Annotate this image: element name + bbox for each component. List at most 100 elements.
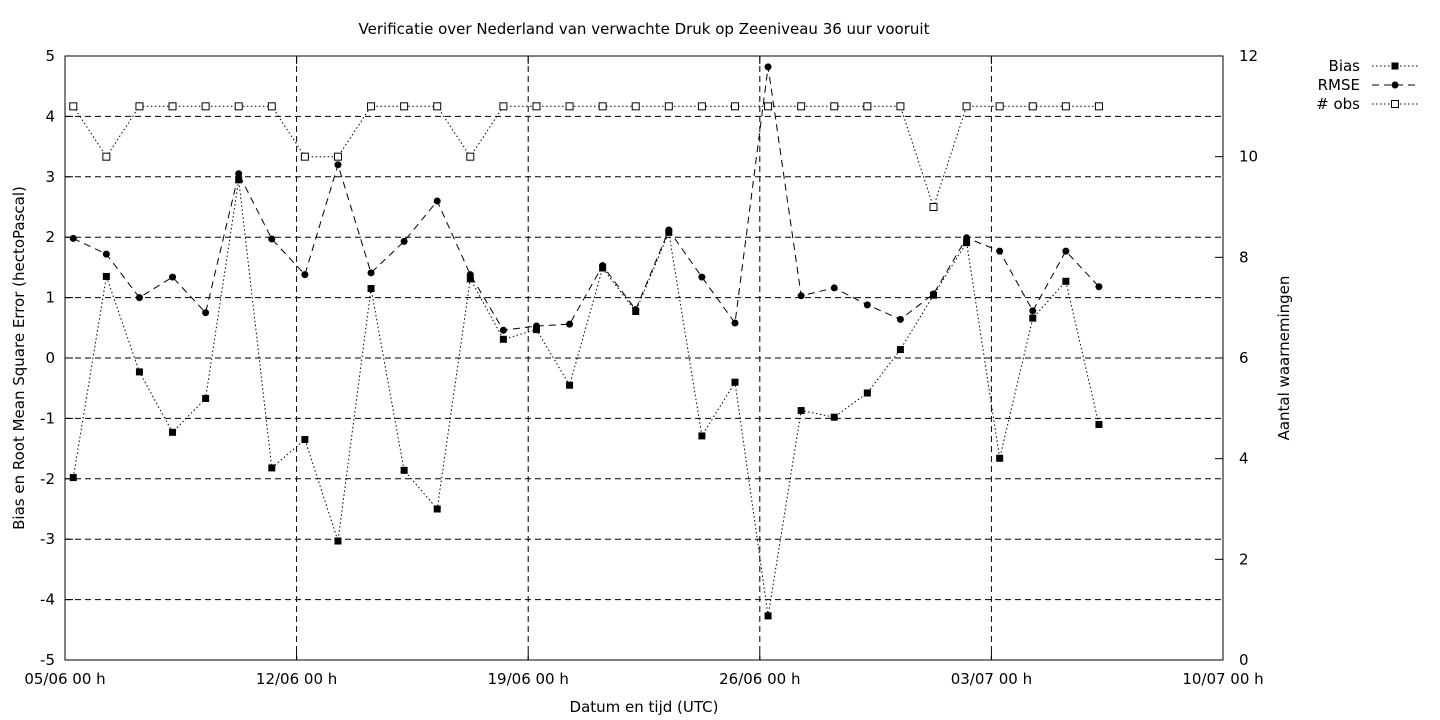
legend-label: Bias: [1329, 57, 1361, 75]
y-tick-label: -5: [40, 651, 55, 669]
rmse-point: [301, 271, 309, 279]
bias-point: [235, 176, 243, 184]
y-tick-label: 3: [45, 168, 55, 186]
y2-tick-label: 12: [1239, 47, 1258, 65]
bias-point: [69, 474, 77, 482]
rmse-point: [731, 319, 739, 327]
series-line-filled-square: [72, 179, 1100, 616]
x-tick-label: 10/07 00 h: [1182, 670, 1263, 688]
rmse-point: [698, 273, 706, 281]
bias-point: [764, 612, 772, 620]
rmse-point: [764, 63, 772, 71]
y-axis-label: Bias en Root Mean Square Error (hectoPas…: [10, 186, 28, 530]
obs-point: [201, 102, 210, 111]
obs-point: [400, 102, 409, 111]
x-tick-label: 26/06 00 h: [719, 670, 800, 688]
obs-point: [135, 102, 144, 111]
x-tick-label: 05/06 00 h: [24, 670, 105, 688]
obs-point: [730, 102, 739, 111]
y-tick-label: 5: [45, 47, 55, 65]
grid-lines: [65, 56, 1223, 660]
obs-point: [69, 102, 78, 111]
bias-point: [698, 432, 706, 440]
bias-point: [202, 394, 210, 402]
rmse-point: [367, 269, 375, 277]
bias-point: [863, 389, 871, 397]
y2-axis-label: Aantal waarnemingen: [1275, 276, 1293, 441]
bias-point: [1391, 62, 1399, 70]
obs-point: [929, 203, 938, 211]
bias-point: [896, 346, 904, 354]
y2-tick-label: 2: [1239, 550, 1249, 568]
bias-point: [1029, 314, 1037, 322]
y-tick-label: -3: [40, 530, 55, 548]
obs-point: [532, 102, 541, 111]
obs-point: [102, 152, 111, 161]
bias-point: [797, 407, 805, 415]
rmse-point: [797, 292, 805, 300]
rmse-point: [202, 309, 210, 317]
rmse-point: [1095, 283, 1103, 291]
x-axis-label: Datum en tijd (UTC): [570, 698, 719, 716]
rmse-point: [235, 170, 243, 178]
rmse-point: [930, 290, 937, 298]
obs-point: [697, 102, 706, 111]
bias-point: [400, 466, 408, 474]
rmse-point: [963, 234, 971, 242]
obs-point: [333, 152, 342, 161]
y-tick-label: -4: [40, 591, 55, 609]
rmse-point: [1391, 81, 1399, 89]
obs-point: [995, 102, 1004, 111]
bias-point: [466, 275, 474, 283]
bias-point: [268, 464, 276, 472]
obs-point: [433, 102, 442, 111]
y2-tick-label: 4: [1239, 450, 1249, 468]
bias-point: [1062, 277, 1070, 285]
obs-point: [499, 102, 508, 111]
obs-point: [168, 102, 177, 111]
bias-point: [367, 285, 375, 293]
rmse-point: [1029, 307, 1037, 315]
rmse-point: [268, 235, 276, 243]
y2-tick-label: 8: [1239, 248, 1249, 266]
obs-point: [367, 102, 376, 111]
x-tick-label: 19/06 00 h: [488, 670, 569, 688]
y-tick-label: 1: [45, 289, 55, 307]
series-line-filled-circle: [73, 66, 1100, 331]
y2-tick-label: 6: [1239, 349, 1249, 367]
bias-point: [102, 272, 110, 280]
rmse-point: [499, 326, 507, 334]
bias-point: [334, 537, 342, 545]
y2-tick-label: 10: [1239, 148, 1258, 166]
bias-point: [731, 378, 739, 386]
bias-point: [499, 335, 507, 343]
obs-point: [962, 102, 971, 111]
bias-point: [532, 326, 540, 334]
bias-point: [1095, 420, 1103, 428]
x-tick-label: 12/06 00 h: [256, 670, 337, 688]
obs-point: [664, 102, 673, 111]
rmse-point: [665, 226, 673, 234]
legend-label: # obs: [1316, 95, 1360, 113]
y-tick-label: -2: [40, 470, 55, 488]
obs-point: [863, 102, 872, 111]
rmse-point: [135, 294, 143, 302]
legend-label: RMSE: [1318, 76, 1360, 94]
y-tick-label: -1: [40, 409, 55, 427]
rmse-point: [863, 301, 871, 309]
series-line-open-square: [72, 105, 1099, 209]
obs-point: [631, 102, 640, 111]
rmse-point: [532, 322, 540, 330]
data-series: [69, 63, 1103, 620]
bias-point: [301, 436, 309, 444]
chart-title: Verificatie over Nederland van verwachte…: [359, 20, 930, 38]
rmse-point: [996, 247, 1004, 255]
bias-point: [169, 428, 177, 436]
rmse-point: [632, 306, 640, 314]
rmse-point: [69, 234, 77, 242]
bias-point: [566, 381, 574, 389]
y-tick-label: 2: [45, 228, 55, 246]
obs-point: [300, 152, 309, 161]
obs-point: [896, 102, 905, 111]
